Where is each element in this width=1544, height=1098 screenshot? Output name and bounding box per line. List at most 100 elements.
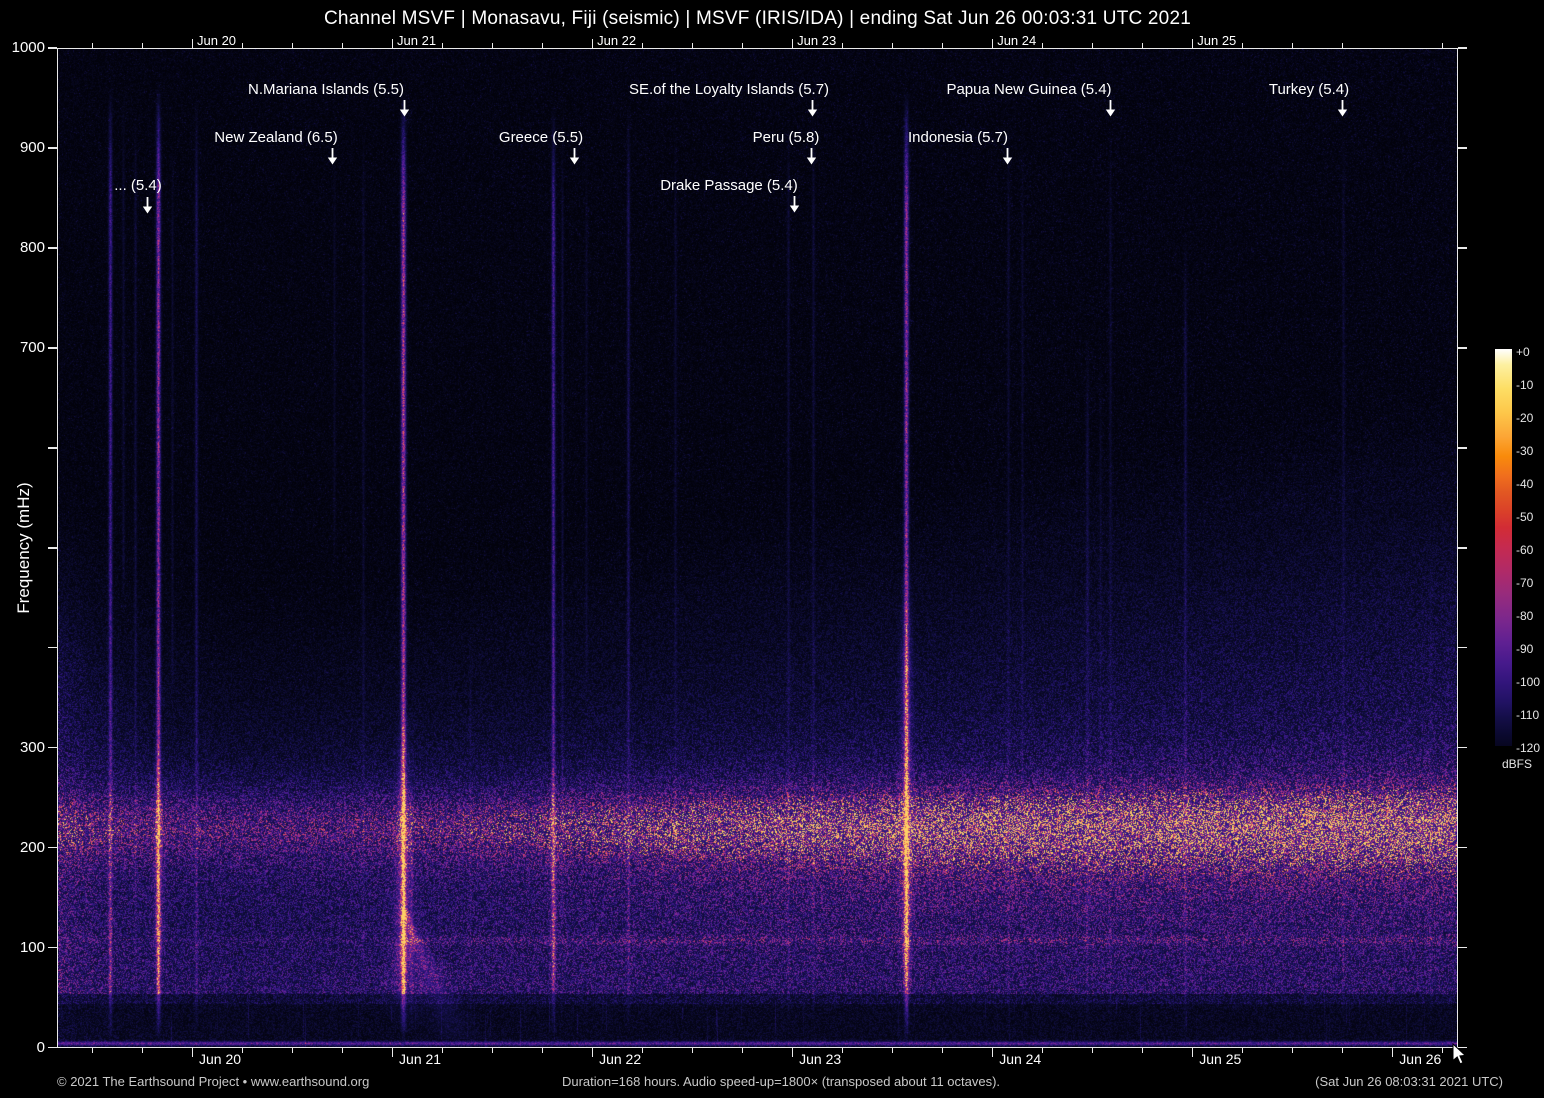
colorbar-tick-label: -80	[1516, 609, 1534, 623]
x-minor-tick	[291, 1048, 293, 1053]
plot-frame	[57, 48, 1458, 1048]
y-tick	[1458, 646, 1467, 649]
x-tick-label: Jun 21	[399, 1051, 442, 1067]
x-minor-tick	[341, 1048, 343, 1053]
colorbar-tick-label: -20	[1516, 411, 1534, 425]
x-minor-tick	[441, 1048, 443, 1053]
x-major-tick	[591, 1048, 594, 1057]
x-minor-tick	[741, 1048, 743, 1053]
x-minor-tick	[641, 43, 643, 48]
x-major-tick	[1191, 1048, 1194, 1057]
x-major-tick	[591, 39, 594, 48]
x-minor-tick	[91, 1048, 93, 1053]
event-label: Turkey (5.4)	[1268, 81, 1350, 98]
x-tick-label: Jun 23	[797, 33, 837, 48]
colorbar-tick-label: -90	[1516, 642, 1534, 656]
event-label: ... (5.4)	[114, 177, 162, 194]
y-tick	[48, 247, 57, 249]
x-minor-tick	[491, 1048, 493, 1053]
x-minor-tick	[891, 1048, 893, 1053]
y-tick	[48, 746, 57, 749]
y-tick-label: 700	[19, 338, 45, 356]
x-tick-label: Jun 20	[199, 1051, 242, 1067]
x-minor-tick	[441, 43, 443, 48]
x-minor-tick	[1041, 43, 1043, 48]
x-major-tick	[991, 39, 994, 48]
x-minor-tick	[241, 43, 243, 48]
y-tick	[48, 1046, 57, 1049]
x-tick-label: Jun 25	[1197, 33, 1237, 48]
x-minor-tick	[841, 43, 843, 48]
x-minor-tick	[1091, 1048, 1093, 1053]
x-minor-tick	[1241, 43, 1243, 48]
x-minor-tick	[91, 43, 93, 48]
x-major-tick	[991, 1048, 994, 1057]
down-arrow-icon	[1105, 100, 1116, 122]
x-minor-tick	[741, 43, 743, 48]
spectrogram-canvas	[58, 49, 1457, 1047]
x-tick-label: Jun 20	[197, 33, 237, 48]
x-minor-tick	[1141, 43, 1143, 48]
x-minor-tick	[691, 43, 693, 48]
colorbar-tick-label: -70	[1516, 576, 1534, 590]
x-minor-tick	[541, 1048, 543, 1053]
y-tick-label: 1000	[11, 39, 45, 56]
y-axis-title: Frequency (mHz)	[14, 482, 33, 614]
x-minor-tick	[691, 1048, 693, 1053]
x-tick-label: Jun 26	[1399, 1051, 1442, 1067]
y-tick	[48, 447, 57, 449]
x-minor-tick	[241, 1048, 243, 1053]
y-tick-label: 300	[19, 738, 45, 756]
x-major-tick	[191, 39, 193, 48]
x-tick-label: Jun 23	[799, 1051, 842, 1067]
x-tick-label: Jun 24	[997, 33, 1037, 48]
x-minor-tick	[941, 43, 943, 48]
y-tick	[1458, 1046, 1467, 1049]
x-tick-label: Jun 24	[999, 1051, 1042, 1067]
x-minor-tick	[341, 43, 343, 48]
colorbar-tick-label: -120	[1516, 741, 1541, 755]
y-tick	[1458, 447, 1467, 449]
down-arrow-icon	[806, 148, 817, 170]
y-tick	[48, 846, 57, 849]
x-major-tick	[1391, 1048, 1394, 1057]
down-arrow-icon	[399, 100, 410, 122]
y-tick	[48, 946, 57, 949]
x-minor-tick	[941, 1048, 943, 1053]
colorbar-tick-label: -60	[1516, 543, 1534, 557]
footer-duration: Duration=168 hours. Audio speed-up=1800×…	[561, 1074, 1001, 1089]
footer-copyright: © 2021 The Earthsound Project • www.eart…	[57, 1074, 370, 1089]
colorbar-tick-label: -40	[1516, 477, 1534, 491]
x-tick-label: Jun 25	[1199, 1051, 1242, 1067]
x-minor-tick	[841, 1048, 843, 1053]
page-title: Channel MSVF | Monasavu, Fiji (seismic) …	[324, 8, 1191, 29]
y-tick	[48, 47, 57, 49]
x-minor-tick	[641, 1048, 643, 1053]
y-tick-label: 900	[19, 138, 45, 156]
y-tick-label: 0	[36, 1038, 45, 1056]
colorbar-unit-label: dBFS	[1501, 757, 1532, 771]
event-label: SE.of the Loyalty Islands (5.7)	[628, 81, 830, 98]
y-tick-label: 100	[19, 938, 45, 956]
x-tick-label: Jun 22	[597, 33, 637, 48]
x-major-tick	[791, 1048, 794, 1057]
y-tick	[1458, 547, 1467, 549]
y-tick	[1458, 347, 1467, 349]
y-tick	[48, 547, 57, 549]
colorbar-tick-label: +0	[1516, 345, 1530, 359]
x-minor-tick	[1441, 1048, 1443, 1053]
x-major-tick	[391, 1048, 394, 1057]
x-minor-tick	[1341, 1048, 1343, 1053]
down-arrow-icon	[142, 197, 153, 219]
down-arrow-icon	[569, 148, 580, 170]
x-minor-tick	[1291, 1048, 1293, 1053]
event-label: Greece (5.5)	[498, 129, 584, 146]
colorbar-gradient	[1495, 349, 1512, 746]
down-arrow-icon	[789, 196, 800, 218]
x-minor-tick	[1441, 43, 1443, 48]
x-major-tick	[191, 1048, 193, 1057]
x-minor-tick	[1091, 43, 1093, 48]
event-label: Indonesia (5.7)	[907, 129, 1009, 146]
colorbar-tick-label: -50	[1516, 510, 1534, 524]
